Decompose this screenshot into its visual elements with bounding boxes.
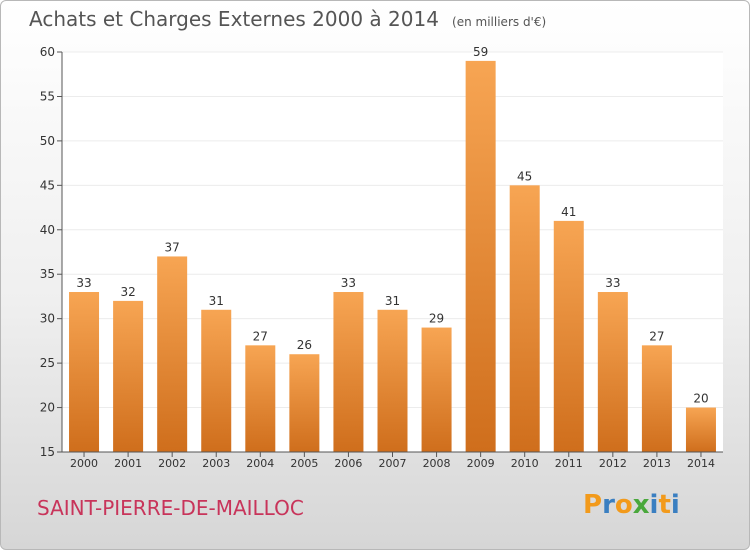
brand-letter: i	[670, 490, 680, 520]
data-label: 31	[209, 294, 224, 308]
bar-2008	[421, 327, 452, 452]
brand-logo: Proxiti	[583, 490, 680, 520]
bar-2010	[509, 185, 540, 453]
bar-2002	[157, 256, 188, 452]
x-tick-label: 2011	[555, 457, 583, 470]
data-label: 29	[429, 312, 444, 326]
brand-letter: r	[602, 490, 615, 520]
data-label: 45	[517, 169, 532, 183]
data-label: 26	[297, 338, 312, 352]
y-tick-label: 20	[40, 401, 55, 415]
x-tick-label: 2009	[467, 457, 495, 470]
y-tick-label: 25	[40, 356, 55, 370]
bar-2001	[113, 300, 144, 452]
data-label: 31	[385, 294, 400, 308]
y-tick-label: 15	[40, 445, 55, 459]
bar-2004	[245, 345, 276, 452]
chart-title: Achats et Charges Externes 2000 à 2014	[29, 7, 439, 31]
location-name: SAINT-PIERRE-DE-MAILLOC	[37, 496, 304, 520]
brand-letter: P	[583, 490, 603, 520]
bar-2009	[465, 60, 496, 453]
chart-subtitle: (en milliers d'€)	[452, 15, 547, 29]
x-tick-label: 2014	[687, 457, 715, 470]
data-label: 32	[120, 285, 135, 299]
brand-letter: o	[614, 490, 633, 520]
data-label: 33	[605, 276, 620, 290]
y-tick-label: 30	[40, 312, 55, 326]
bar-2012	[597, 292, 628, 452]
data-label: 27	[253, 329, 268, 343]
y-tick-label: 35	[40, 267, 55, 281]
x-tick-label: 2005	[290, 457, 318, 470]
x-tick-label: 2007	[379, 457, 407, 470]
data-label: 41	[561, 205, 576, 219]
data-label: 59	[473, 45, 488, 59]
brand-letter: t	[658, 490, 671, 520]
bar-2007	[377, 309, 408, 452]
x-tick-label: 2013	[643, 457, 671, 470]
x-tick-label: 2001	[114, 457, 142, 470]
x-tick-label: 2003	[202, 457, 230, 470]
bar-2000	[69, 292, 100, 452]
data-label: 37	[165, 240, 180, 254]
bar-2014	[685, 407, 716, 452]
bar-2005	[289, 354, 320, 452]
data-label: 27	[649, 329, 664, 343]
bar-2006	[333, 292, 364, 452]
x-tick-label: 2000	[70, 457, 98, 470]
y-tick-label: 50	[40, 134, 55, 148]
x-tick-label: 2004	[246, 457, 274, 470]
x-tick-label: 2006	[334, 457, 362, 470]
y-tick-label: 60	[40, 45, 55, 59]
x-tick-label: 2002	[158, 457, 186, 470]
y-tick-label: 55	[40, 89, 55, 103]
x-tick-label: 2012	[599, 457, 627, 470]
bar-2011	[553, 220, 584, 452]
data-label: 20	[693, 392, 708, 406]
y-tick-label: 45	[40, 178, 55, 192]
x-tick-label: 2008	[423, 457, 451, 470]
y-tick-label: 40	[40, 223, 55, 237]
bar-2003	[201, 309, 232, 452]
data-label: 33	[76, 276, 91, 290]
brand-letter: i	[649, 490, 659, 520]
title-row: Achats et Charges Externes 2000 à 2014 (…	[29, 7, 546, 31]
data-label: 33	[341, 276, 356, 290]
brand-letter: x	[632, 490, 650, 520]
bar-2013	[641, 345, 672, 452]
x-tick-label: 2010	[511, 457, 539, 470]
